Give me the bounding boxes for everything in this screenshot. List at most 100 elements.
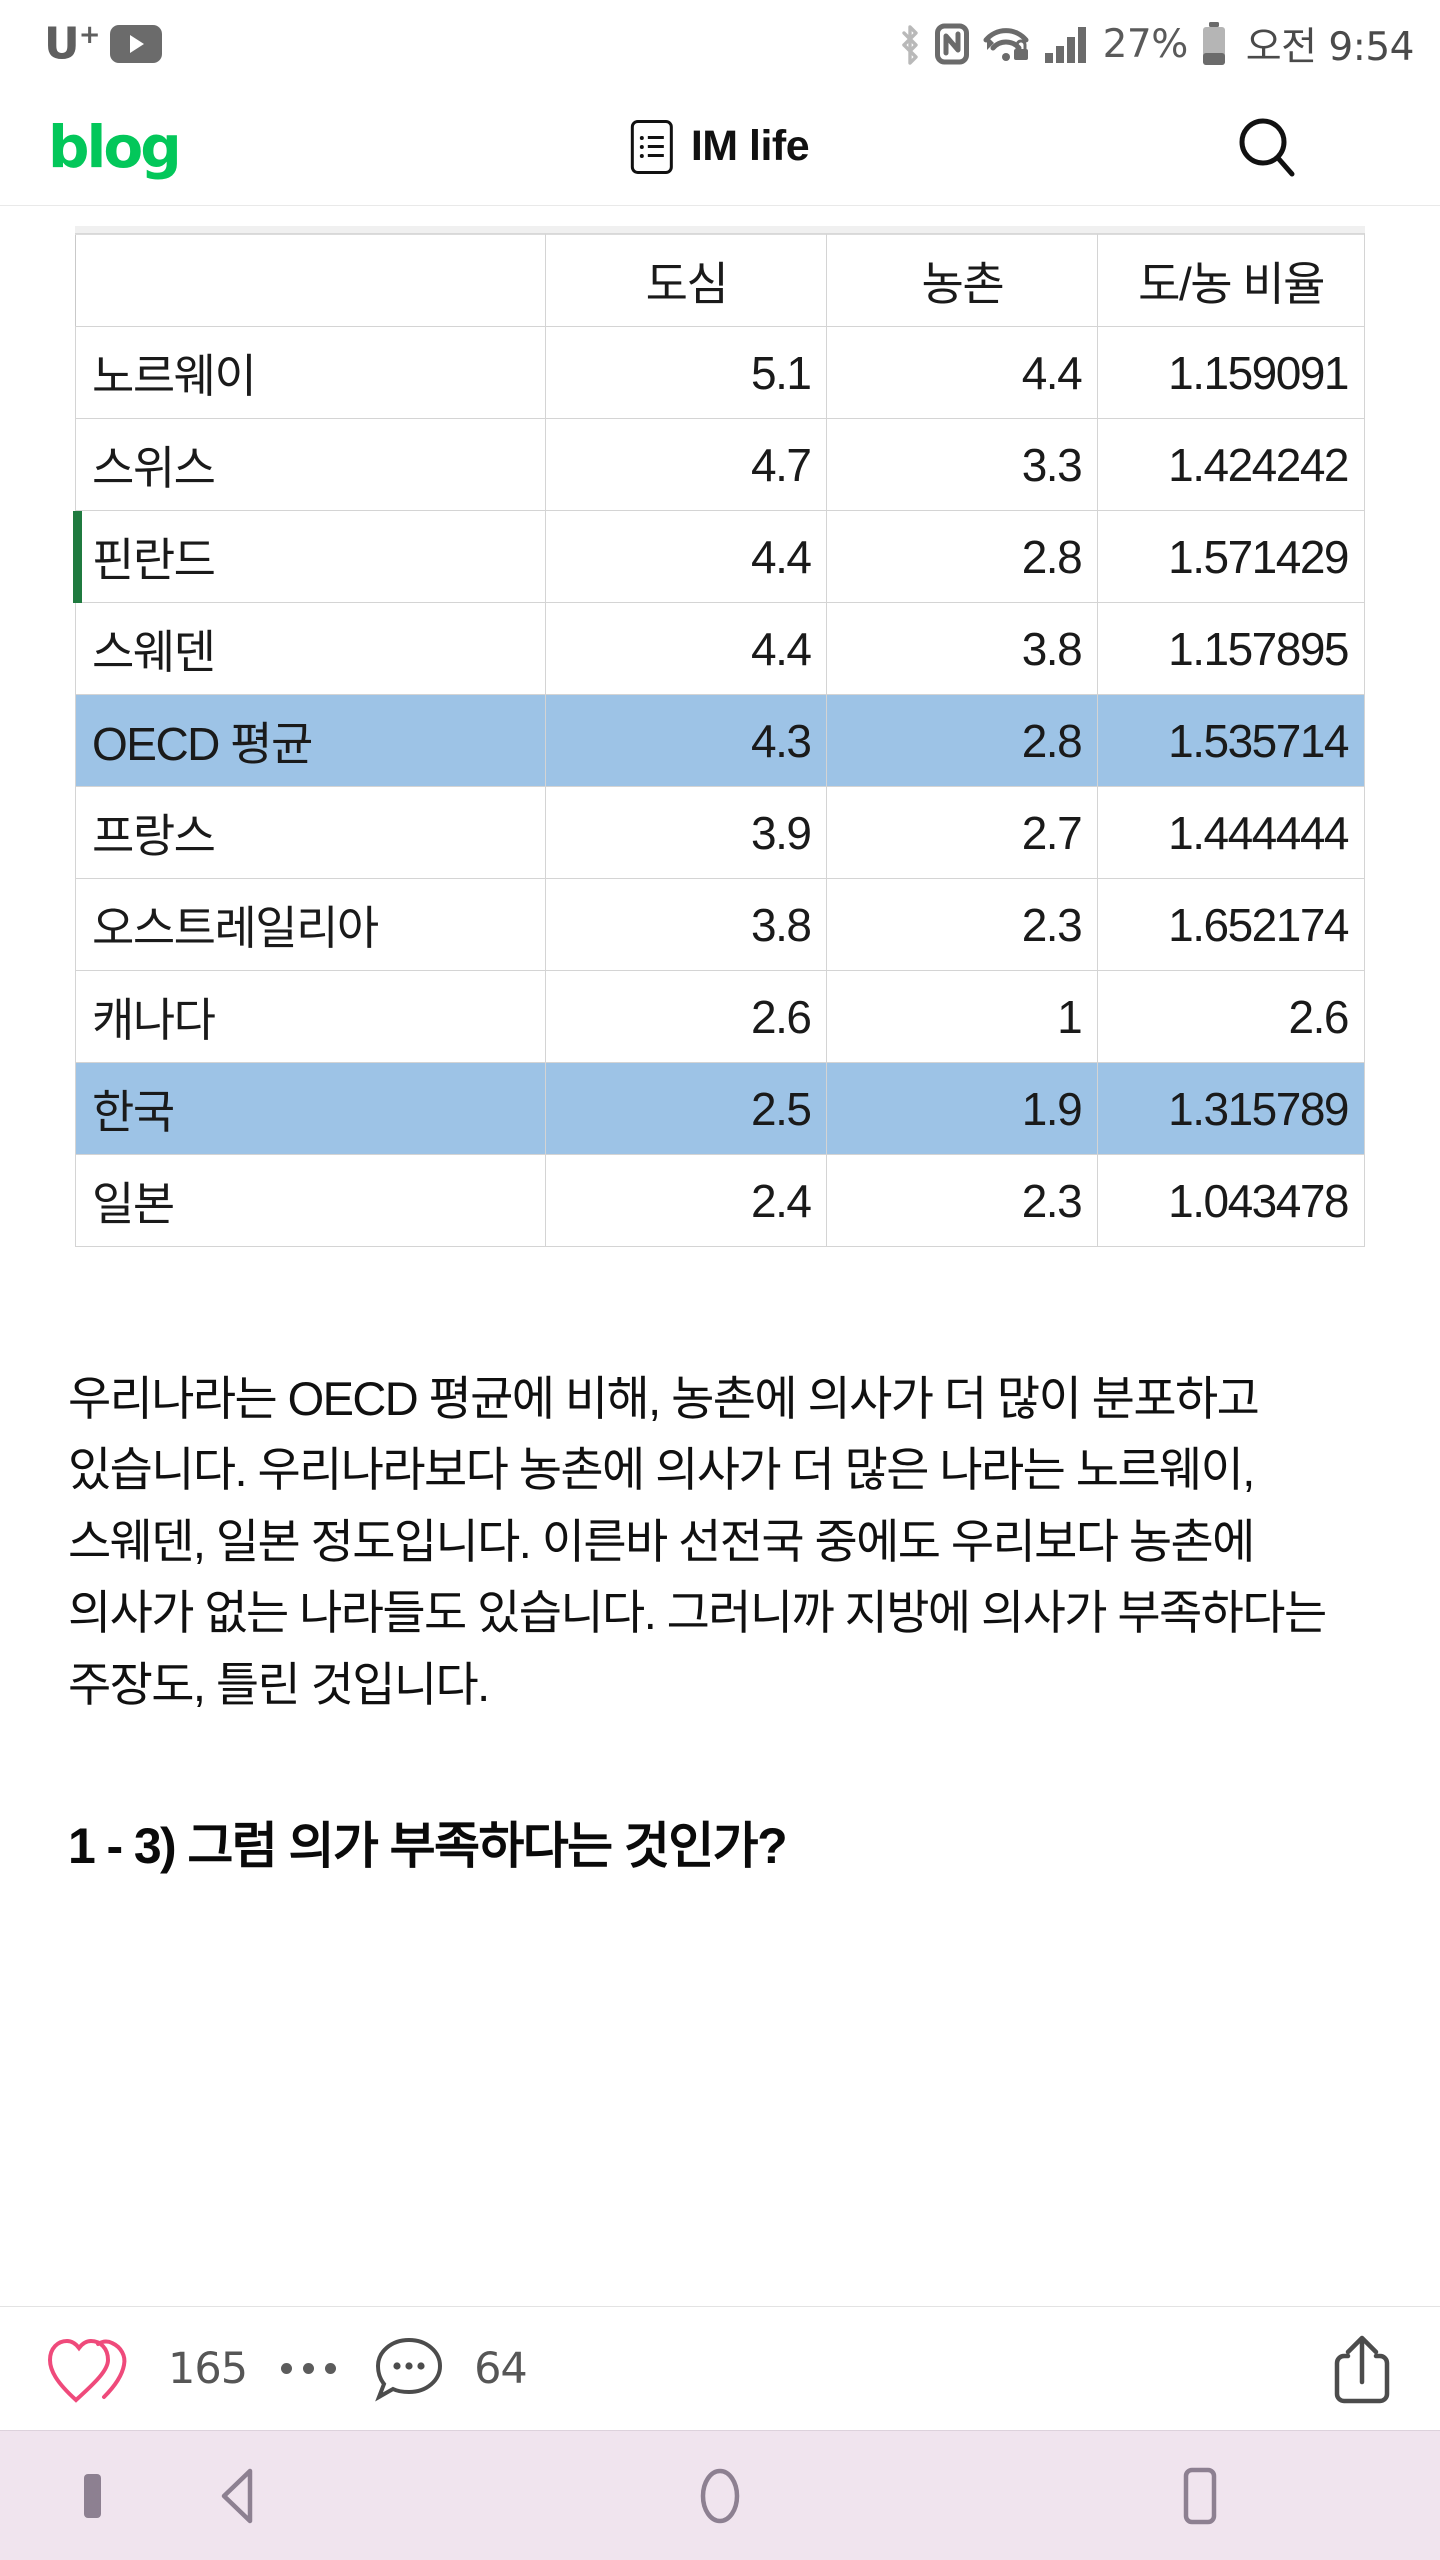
battery-icon: [1200, 21, 1228, 67]
table-row: 프랑스 3.9 2.7 1.444444: [74, 786, 1365, 879]
hamburger-menu-icon[interactable]: [1342, 123, 1404, 171]
action-bar: 165 64: [0, 2306, 1440, 2430]
action-bar-right: [1326, 2330, 1398, 2408]
table-row: 캐나다 2.6 1 2.6: [74, 970, 1365, 1063]
table-cell-country: OECD 평균: [74, 694, 547, 787]
table-cell-rural: 2.3: [826, 1154, 1099, 1247]
table-cell-ratio: 1.424242: [1097, 418, 1365, 511]
search-icon[interactable]: [1234, 114, 1300, 180]
header-actions: [1234, 114, 1404, 180]
table-row: 노르웨이 5.1 4.4 1.159091: [74, 326, 1365, 419]
table-cell-country: 일본: [74, 1154, 547, 1247]
table-cell-rural: 3.8: [826, 602, 1099, 695]
table-cell-country: 스위스: [74, 418, 547, 511]
carrier-superscript: +: [78, 19, 101, 50]
table-cell-urban: 4.4: [545, 602, 828, 695]
table-cell-rural: 1.9: [826, 1062, 1099, 1155]
table-body: 노르웨이 5.1 4.4 1.159091 스위스 4.7 3.3 1.424242 핀란드 4.…: [74, 326, 1365, 1247]
table-cell-country: 오스트레일리아: [74, 878, 547, 971]
comment-bubble-icon[interactable]: [370, 2332, 448, 2406]
nav-back-triangle-icon[interactable]: [0, 2465, 480, 2527]
comment-count: 64: [474, 2343, 528, 2394]
row-highlight-marker: [73, 510, 82, 603]
table-cell-urban: 4.7: [545, 418, 828, 511]
table-cell-country: 노르웨이: [74, 326, 547, 419]
article-body: 우리나라는 OECD 평균에 비해, 농촌에 의사가 더 많이 분포하고 있습니…: [68, 1363, 1372, 1878]
android-nav-bar: [0, 2430, 1440, 2560]
column-header-urban: 도심: [545, 234, 828, 327]
table-cell-ratio: 1.535714: [1097, 694, 1365, 787]
table-cell-urban: 2.6: [545, 970, 828, 1063]
table-cell-country: 프랑스: [74, 786, 547, 879]
table-cell-country: 핀란드: [74, 510, 547, 603]
heart-icon[interactable]: [46, 2332, 142, 2406]
status-clock: 오전 9:54: [1245, 25, 1415, 70]
table-cell-ratio: 1.571429: [1097, 510, 1365, 603]
list-icon: [630, 119, 673, 174]
blog-logo[interactable]: blog: [48, 112, 182, 181]
table-cell-rural: 2.8: [826, 694, 1099, 787]
data-table-wrapper: 도심 농촌 도/농 비율 노르웨이 5.1 4.4 1.159091 스위스 4.7 3.3…: [73, 226, 1365, 1247]
oecd-doctor-density-table: 도심 농촌 도/농 비율 노르웨이 5.1 4.4 1.159091 스위스 4.7 3.3…: [74, 234, 1365, 1247]
table-cell-urban: 4.4: [545, 510, 828, 603]
table-top-rule: [75, 226, 1365, 234]
table-cell-urban: 2.4: [545, 1154, 828, 1247]
header-title-group[interactable]: IM life: [630, 119, 810, 174]
wifi-locked-icon: [981, 23, 1031, 65]
status-bar: U+: [0, 0, 1440, 88]
table-row: 핀란드 4.4 2.8 1.571429: [74, 510, 1365, 603]
carrier-name: U: [44, 18, 80, 70]
table-row: OECD 평균 4.3 2.8 1.535714: [74, 694, 1365, 787]
table-row: 한국 2.5 1.9 1.315789: [74, 1062, 1365, 1155]
table-cell-urban: 3.9: [545, 786, 828, 879]
nav-indicator-dot: [84, 2473, 101, 2518]
column-header-ratio: 도/농 비율: [1097, 234, 1365, 327]
article-next-heading: 1 - 3) 그럼 의가 부족하다는 것인가?: [68, 1818, 788, 1875]
cellular-signal-icon: [1043, 23, 1091, 65]
table-header-row: 도심 농촌 도/농 비율: [74, 234, 1365, 327]
table-cell-urban: 2.5: [545, 1062, 828, 1155]
table-cell-ratio: 1.043478: [1097, 1154, 1365, 1247]
carrier-logo: U+: [44, 19, 101, 67]
table-row: 스웨덴 4.4 3.8 1.157895: [74, 602, 1365, 695]
column-header-rural: 농촌: [826, 234, 1099, 327]
column-header-blank: [74, 234, 547, 327]
table-row: 일본 2.4 2.3 1.043478: [74, 1154, 1365, 1247]
table-row: 스위스 4.7 3.3 1.424242: [74, 418, 1365, 511]
action-bar-left: 165 64: [46, 2332, 528, 2406]
table-cell-country: 캐나다: [74, 970, 547, 1063]
table-cell-rural: 3.3: [826, 418, 1099, 511]
table-cell-country: 스웨덴: [74, 602, 547, 695]
app-header: blog IM life: [0, 88, 1440, 206]
status-bar-left: U+: [44, 22, 162, 67]
table-cell-rural: 4.4: [826, 326, 1099, 419]
article-content: 도심 농촌 도/농 비율 노르웨이 5.1 4.4 1.159091 스위스 4.7 3.3…: [0, 206, 1440, 2306]
table-cell-ratio: 1.652174: [1097, 878, 1365, 971]
table-cell-urban: 3.8: [545, 878, 828, 971]
like-count: 165: [168, 2343, 248, 2394]
nfc-icon: [934, 23, 969, 65]
share-icon[interactable]: [1326, 2330, 1398, 2408]
table-cell-rural: 2.8: [826, 510, 1099, 603]
status-bar-right: 27% 오전 9:54: [897, 16, 1415, 72]
article-paragraph: 우리나라는 OECD 평균에 비해, 농촌에 의사가 더 많이 분포하고 있습니…: [68, 1372, 1327, 1711]
table-cell-ratio: 2.6: [1097, 970, 1365, 1063]
table-cell-urban: 5.1: [545, 326, 828, 419]
battery-percent: 27%: [1102, 21, 1189, 67]
table-cell-ratio: 1.157895: [1097, 602, 1365, 695]
page-title: IM life: [690, 122, 810, 170]
nav-recents-square-icon[interactable]: [960, 2464, 1440, 2528]
table-cell-ratio: 1.159091: [1097, 326, 1365, 419]
nav-home-circle-icon[interactable]: [480, 2464, 960, 2528]
table-cell-rural: 1: [826, 970, 1099, 1063]
table-cell-ratio: 1.315789: [1097, 1062, 1365, 1155]
ellipsis-icon[interactable]: [281, 2363, 337, 2374]
table-cell-rural: 2.3: [826, 878, 1099, 971]
table-row: 오스트레일리아 3.8 2.3 1.652174: [74, 878, 1365, 971]
table-cell-rural: 2.7: [826, 786, 1099, 879]
youtube-play-icon: [109, 25, 162, 63]
bluetooth-icon: [897, 23, 923, 65]
table-cell-urban: 4.3: [545, 694, 828, 787]
table-cell-country: 한국: [74, 1062, 547, 1155]
